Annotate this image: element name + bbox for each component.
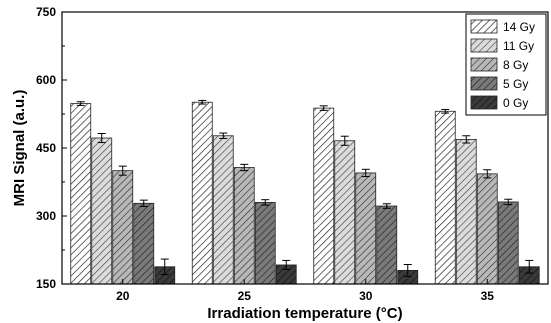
error-bar-0gy-30 <box>403 264 412 277</box>
legend-swatch <box>470 38 498 53</box>
bar-5gy-20 <box>133 202 155 285</box>
x-axis-title: Irradiation temperature (°C) <box>207 305 402 322</box>
legend-swatch <box>470 95 498 110</box>
x-tick-label: 30 <box>359 289 373 303</box>
error-bar-8gy-30 <box>361 168 370 178</box>
x-axis: 20 25 30 35 <box>116 279 494 303</box>
y-tick-label: 450 <box>36 141 56 155</box>
error-bar-8gy-25 <box>240 163 249 172</box>
bar-11gy-35 <box>455 138 477 285</box>
bar-14gy-20 <box>70 103 92 285</box>
legend-item: 14 Gy <box>470 19 535 34</box>
legend-item: 5 Gy <box>470 76 528 91</box>
x-tick-label: 20 <box>116 289 130 303</box>
legend-label: 0 Gy <box>503 96 528 110</box>
legend-swatch <box>470 57 498 72</box>
bar-8gy-25 <box>233 167 255 285</box>
legend-label: 8 Gy <box>503 58 528 72</box>
error-bar-14gy-25 <box>198 99 207 105</box>
legend-swatch <box>470 76 498 91</box>
legend-label: 11 Gy <box>503 39 534 53</box>
bar-5gy-30 <box>376 205 398 285</box>
error-bar-0gy-20 <box>160 258 169 275</box>
y-tick-label: 750 <box>36 5 56 19</box>
error-bar-0gy-25 <box>282 259 291 270</box>
x-tick-label: 35 <box>481 289 495 303</box>
y-tick-label: 150 <box>36 277 56 291</box>
error-bar-14gy-30 <box>319 105 328 111</box>
y-tick-label: 300 <box>36 209 56 223</box>
y-axis: 150 300 450 600 750 <box>36 5 67 291</box>
legend-swatch <box>470 19 498 34</box>
y-tick-label: 600 <box>36 73 56 87</box>
error-bar-8gy-20 <box>118 165 127 176</box>
bars-layer <box>70 101 540 285</box>
bar-14gy-35 <box>434 110 456 285</box>
legend-item: 11 Gy <box>470 38 534 53</box>
bar-8gy-30 <box>355 172 377 285</box>
bar-5gy-25 <box>254 201 276 285</box>
legend-label: 14 Gy <box>503 20 535 34</box>
error-bar-0gy-35 <box>525 259 534 274</box>
error-bar-5gy-35 <box>504 198 513 206</box>
bar-8gy-20 <box>112 170 134 285</box>
bar-14gy-25 <box>191 101 213 285</box>
legend: 14 Gy 11 Gy 8 Gy 5 Gy 0 Gy <box>465 13 547 116</box>
x-tick-label: 25 <box>238 289 252 303</box>
error-bar-11gy-25 <box>219 132 228 139</box>
bar-5gy-35 <box>497 201 519 285</box>
error-bar-5gy-30 <box>382 203 391 209</box>
bar-14gy-30 <box>313 107 335 285</box>
bar-11gy-25 <box>212 135 234 285</box>
bar-11gy-20 <box>91 137 113 285</box>
error-bar-11gy-35 <box>462 135 471 144</box>
error-bar-11gy-20 <box>97 132 106 144</box>
error-bar-5gy-25 <box>261 199 270 206</box>
error-bar-8gy-35 <box>483 169 492 179</box>
y-axis-title: MRI Signal (a.u.) <box>11 90 28 207</box>
error-bar-5gy-20 <box>139 199 148 207</box>
error-bars-layer <box>76 99 534 277</box>
legend-item: 8 Gy <box>470 57 528 72</box>
error-bar-11gy-30 <box>340 135 349 146</box>
error-bar-14gy-20 <box>76 101 85 106</box>
bar-8gy-35 <box>476 173 498 285</box>
legend-item: 0 Gy <box>470 95 528 110</box>
legend-label: 5 Gy <box>503 77 528 91</box>
error-bar-14gy-35 <box>441 108 450 114</box>
bar-11gy-30 <box>334 140 356 285</box>
